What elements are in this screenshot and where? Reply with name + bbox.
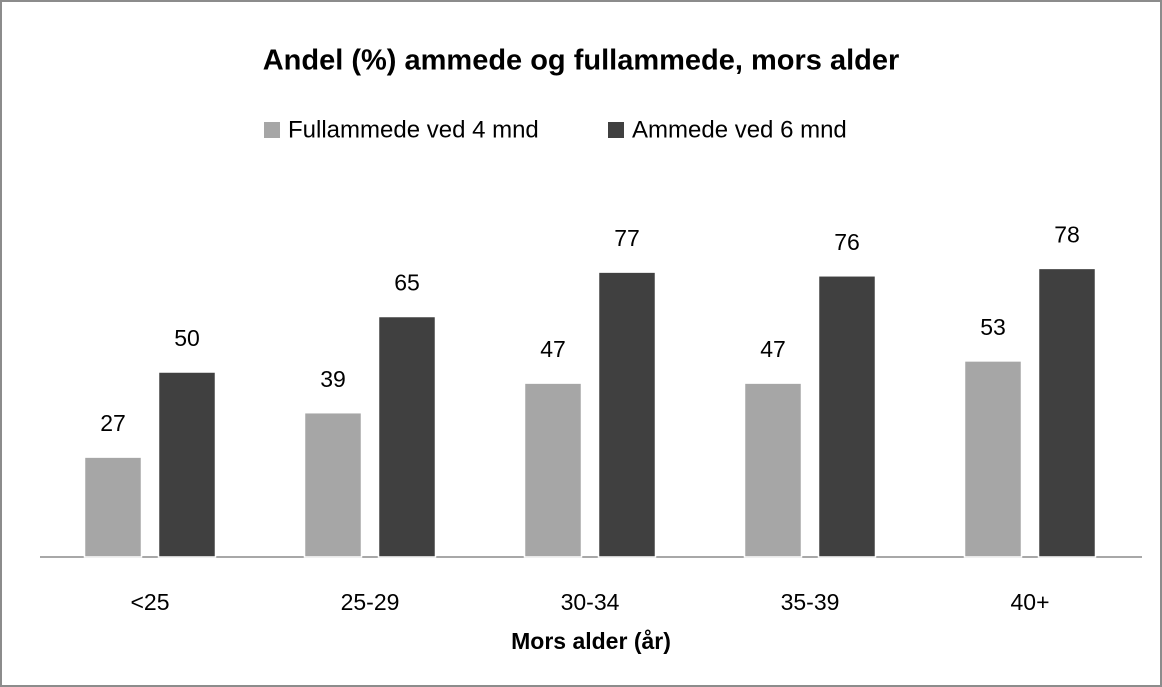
data-label: 53 [980, 314, 1006, 340]
bar [377, 315, 437, 558]
data-label: 65 [394, 270, 420, 296]
legend-swatch [608, 122, 624, 138]
data-label: 50 [174, 325, 200, 351]
x-axis-title: Mors alder (år) [511, 628, 671, 654]
legend-swatch [264, 122, 280, 138]
bar [963, 360, 1023, 558]
bar [597, 271, 657, 558]
legend-label: Fullammede ved 4 mnd [288, 116, 539, 143]
x-tick-label: <25 [130, 589, 169, 615]
data-label: 27 [100, 410, 126, 436]
data-label: 39 [320, 366, 346, 392]
data-label: 78 [1054, 221, 1080, 247]
chart-title: Andel (%) ammede og fullammede, mors ald… [263, 45, 900, 77]
x-tick-label: 35-39 [781, 589, 840, 615]
x-tick-label: 25-29 [341, 589, 400, 615]
data-label: 47 [760, 336, 786, 362]
x-tick-label: 30-34 [561, 589, 620, 615]
data-label: 47 [540, 336, 566, 362]
legend-label: Ammede ved 6 mnd [632, 116, 847, 143]
bar [303, 411, 363, 558]
bar [83, 456, 143, 558]
data-label: 77 [614, 225, 640, 251]
data-label: 76 [834, 229, 860, 255]
bar [523, 382, 583, 558]
bar [1037, 267, 1097, 558]
bar [743, 382, 803, 558]
bar [817, 275, 877, 558]
bar [157, 371, 217, 558]
x-tick-label: 40+ [1010, 589, 1049, 615]
